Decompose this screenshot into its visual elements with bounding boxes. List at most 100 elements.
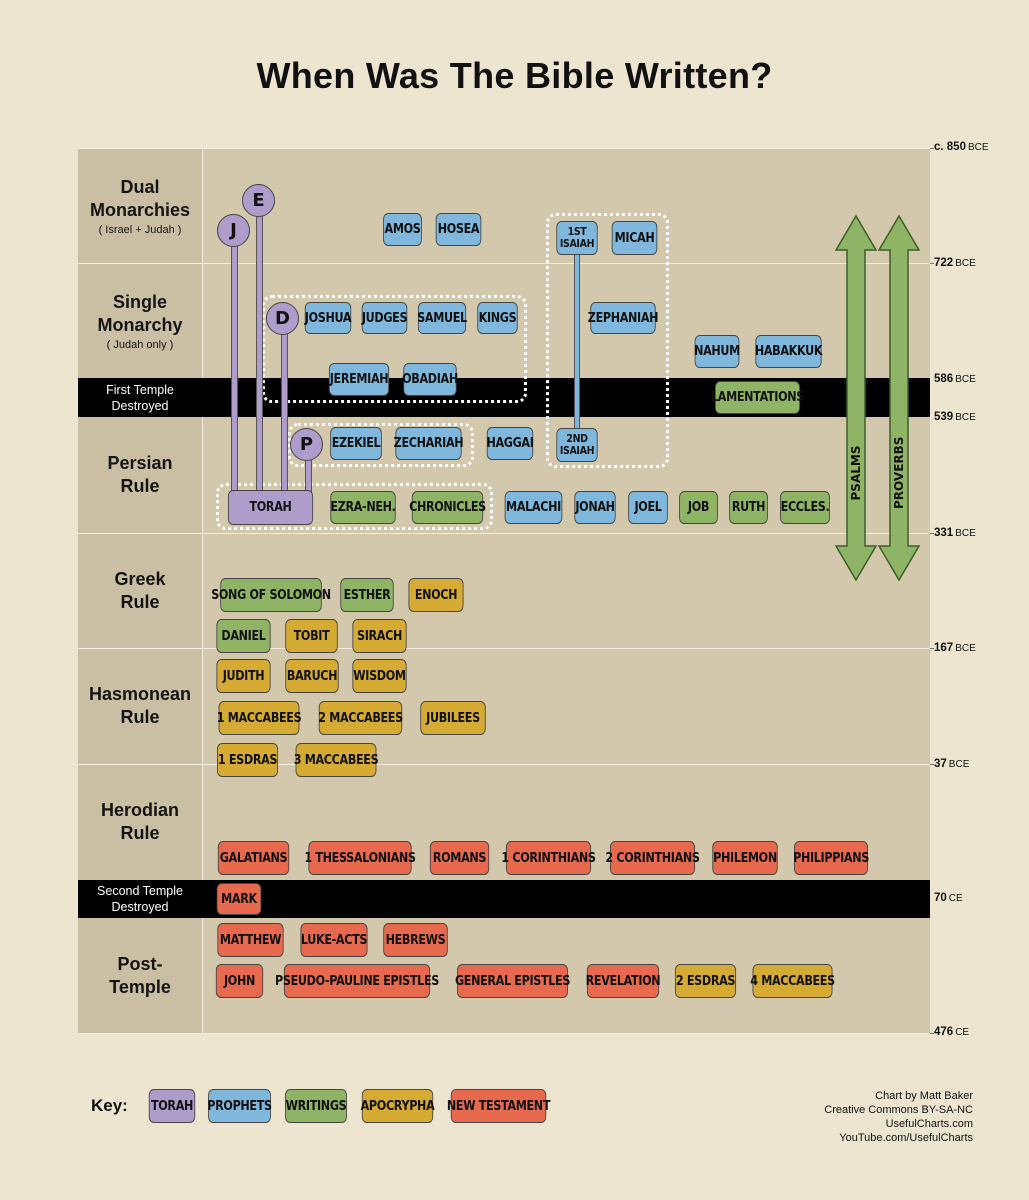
gridline — [78, 1033, 930, 1034]
key-prophets: PROPHETS — [207, 1089, 272, 1123]
book-revelation: REVELATION — [586, 964, 661, 998]
book-3-maccabees: 3 MACCABEES — [294, 743, 379, 777]
source-d: D — [266, 302, 299, 335]
book-job: JOB — [679, 491, 718, 524]
key-torah: TORAH — [148, 1089, 196, 1123]
proverbs-label: PROVERBS — [892, 436, 906, 509]
book-ecclesiastes: ECCLES. — [780, 491, 830, 524]
j-source-line — [231, 244, 238, 494]
tick-mark — [930, 148, 934, 149]
book-romans: ROMANS — [429, 841, 490, 875]
book-pseudo-pauline-epistles: PSEUDO-PAULINE EPISTLES — [275, 964, 439, 998]
book-ruth: RUTH — [729, 491, 768, 524]
book-general-epistles: GENERAL EPISTLES — [455, 964, 570, 998]
priestly-prophets-group — [288, 423, 474, 467]
key-apocrypha: APOCRYPHA — [361, 1089, 435, 1123]
second-temple-label: Second Temple Destroyed — [97, 884, 183, 914]
book-ezra-neh: EZRA-NEH. — [330, 491, 396, 524]
d-source-line — [281, 334, 288, 494]
tick-mark — [930, 263, 934, 264]
credit-author: Chart by Matt Baker — [875, 1090, 973, 1102]
book-galatians: GALATIANS — [217, 841, 290, 875]
book-daniel: DANIEL — [216, 619, 271, 653]
book-song-of-solomon: SONG OF SOLOMON — [211, 578, 331, 612]
book-baruch: BARUCH — [285, 659, 339, 693]
book-1-esdras: 1 ESDRAS — [216, 743, 279, 777]
tick-70-ce: 70 CE — [934, 892, 963, 904]
book-jonah: JONAH — [574, 491, 616, 524]
tick-331-bce: 331 BCE — [934, 527, 976, 539]
book-nahum: NAHUM — [694, 335, 740, 368]
book-matthew: MATTHEW — [217, 923, 284, 957]
book-philippians: PHILIPPIANS — [793, 841, 869, 875]
book-zechariah: ZECHARIAH — [394, 427, 464, 460]
book-philemon: PHILEMON — [712, 841, 778, 875]
book-habakkuk: HABAKKUK — [755, 335, 823, 368]
gridline — [78, 263, 930, 264]
second-temple-band — [78, 880, 930, 918]
book-2-corinthians: 2 CORINTHIANS — [605, 841, 700, 875]
tick-37-bce: 37 BCE — [934, 758, 970, 770]
key-label: Key: — [91, 1096, 128, 1115]
psalms-arrow — [834, 214, 878, 582]
tick-mark — [930, 764, 934, 765]
tick-722-bce: 722 BCE — [934, 257, 976, 269]
era-hasmonean-rule: Hasmonean Rule — [88, 684, 192, 727]
p-source-line — [305, 458, 312, 494]
tick-167-bce: 167 BCE — [934, 642, 976, 654]
book-haggai: HAGGAI — [486, 427, 534, 460]
book-1-thessalonians: 1 THESSALONIANS — [304, 841, 416, 875]
book-lamentations: LAMENTATIONS — [711, 381, 804, 414]
tick-mark — [930, 1033, 934, 1034]
priestly-writings-group — [216, 483, 493, 530]
book-hosea: HOSEA — [435, 213, 482, 246]
book-4-maccabees: 4 MACCABEES — [750, 964, 835, 998]
era-herodian-rule: Herodian Rule — [100, 800, 179, 843]
book-judges: JUDGES — [361, 302, 408, 334]
tick-586-bce: 586 BCE — [934, 373, 976, 385]
gridline — [78, 764, 930, 765]
book-2-esdras: 2 ESDRAS — [674, 964, 737, 998]
tick-850-bce: c. 850 BCE — [934, 141, 989, 153]
book-kings: KINGS — [477, 302, 518, 334]
gridline — [78, 533, 930, 534]
book-1-maccabees: 1 MACCABEES — [217, 701, 302, 735]
book-joshua: JOSHUA — [304, 302, 352, 334]
book-2-maccabees: 2 MACCABEES — [318, 701, 403, 735]
tick-476-ce: 476 CE — [934, 1026, 970, 1038]
key-writings: WRITINGS — [285, 1089, 347, 1123]
label-divider — [202, 148, 203, 1034]
book-jeremiah: JEREMIAH — [328, 363, 390, 396]
book-samuel: SAMUEL — [417, 302, 467, 334]
book-ezekiel: EZEKIEL — [330, 427, 382, 460]
e-source-line — [256, 216, 263, 494]
book-micah: MICAH — [611, 221, 658, 255]
book-wisdom: WISDOM — [352, 659, 407, 693]
first-temple-label: First Temple Destroyed — [106, 383, 174, 413]
gridline — [78, 648, 930, 649]
source-j: J — [217, 214, 250, 247]
credits: Chart by Matt Baker Creative Commons BY-… — [824, 1089, 973, 1145]
proverbs-arrow — [877, 214, 921, 582]
era-dual-monarchies: Dual Monarchies ( Israel + Judah ) — [89, 177, 191, 236]
psalms-label: PSALMS — [849, 445, 863, 501]
credit-website: UsefulCharts.com — [885, 1118, 973, 1130]
book-mark: MARK — [216, 883, 262, 915]
era-post-temple: Post- Temple — [109, 954, 171, 997]
credit-license: Creative Commons BY-SA-NC — [824, 1104, 973, 1116]
book-jubilees: JUBILEES — [420, 701, 486, 735]
book-hebrews: HEBREWS — [383, 923, 448, 957]
deuteronomist-group — [262, 295, 527, 403]
book-tobit: TOBIT — [285, 619, 338, 653]
book-malachi: MALACHI — [504, 491, 563, 524]
credit-youtube: YouTube.com/UsefulCharts — [839, 1132, 973, 1144]
book-1st-isaiah: 1ST ISAIAH — [556, 221, 598, 255]
book-sirach: SIRACH — [352, 619, 407, 653]
tick-539-bce: 539 BCE — [934, 411, 976, 423]
key-new-testament: NEW TESTAMENT — [447, 1089, 550, 1123]
source-e: E — [242, 184, 275, 217]
book-luke-acts: LUKE-ACTS — [300, 923, 368, 957]
era-single-monarchy: Single Monarchy ( Judah only ) — [97, 292, 183, 351]
book-1-corinthians: 1 CORINTHIANS — [501, 841, 596, 875]
book-joel: JOEL — [628, 491, 668, 524]
